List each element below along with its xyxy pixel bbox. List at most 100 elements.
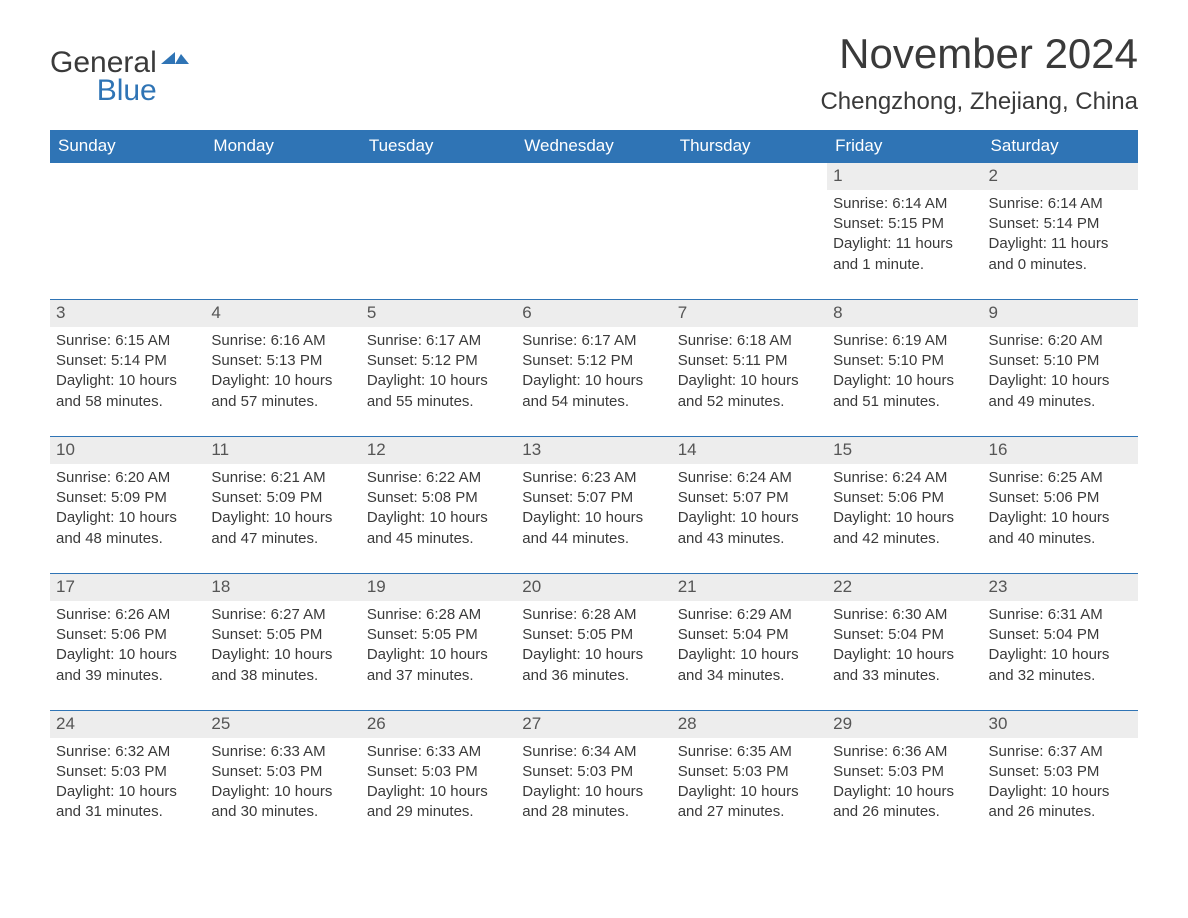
calendar: SundayMondayTuesdayWednesdayThursdayFrid… — [50, 130, 1138, 847]
day-details: Sunrise: 6:32 AMSunset: 5:03 PMDaylight:… — [54, 742, 201, 823]
day-details: Sunrise: 6:30 AMSunset: 5:04 PMDaylight:… — [831, 605, 978, 686]
day-cell: 15Sunrise: 6:24 AMSunset: 5:06 PMDayligh… — [827, 437, 982, 573]
sunrise-line: Sunrise: 6:36 AM — [833, 742, 976, 762]
day-cell — [672, 163, 827, 299]
sunrise-line: Sunrise: 6:33 AM — [211, 742, 354, 762]
weekday-cell: Friday — [827, 130, 982, 162]
sunrise-line: Sunrise: 6:26 AM — [56, 605, 199, 625]
day-cell: 12Sunrise: 6:22 AMSunset: 5:08 PMDayligh… — [361, 437, 516, 573]
sunset-line: Sunset: 5:08 PM — [367, 488, 510, 508]
calendar-week: 3Sunrise: 6:15 AMSunset: 5:14 PMDaylight… — [50, 299, 1138, 436]
sunrise-line: Sunrise: 6:37 AM — [989, 742, 1132, 762]
sunrise-line: Sunrise: 6:31 AM — [989, 605, 1132, 625]
day-number: 29 — [827, 711, 982, 738]
day-number: 21 — [672, 574, 827, 601]
sunset-line: Sunset: 5:04 PM — [833, 625, 976, 645]
daylight-line: Daylight: 10 hours and 40 minutes. — [989, 508, 1132, 549]
sunrise-line: Sunrise: 6:20 AM — [989, 331, 1132, 351]
sunset-line: Sunset: 5:09 PM — [211, 488, 354, 508]
day-details: Sunrise: 6:24 AMSunset: 5:07 PMDaylight:… — [676, 468, 823, 549]
day-details: Sunrise: 6:33 AMSunset: 5:03 PMDaylight:… — [365, 742, 512, 823]
day-cell: 21Sunrise: 6:29 AMSunset: 5:04 PMDayligh… — [672, 574, 827, 710]
day-details: Sunrise: 6:14 AMSunset: 5:15 PMDaylight:… — [831, 194, 978, 275]
day-cell: 7Sunrise: 6:18 AMSunset: 5:11 PMDaylight… — [672, 300, 827, 436]
logo-word2: Blue — [50, 76, 157, 106]
daylight-line: Daylight: 10 hours and 58 minutes. — [56, 371, 199, 412]
sunset-line: Sunset: 5:12 PM — [522, 351, 665, 371]
day-cell: 29 Sunrise: 6:36 AMSunset: 5:03 PMDayligh… — [827, 711, 982, 847]
day-number: 30 — [983, 711, 1138, 738]
day-details: Sunrise: 6:28 AMSunset: 5:05 PMDaylight:… — [520, 605, 667, 686]
day-details: Sunrise: 6:16 AMSunset: 5:13 PMDaylight:… — [209, 331, 356, 412]
daylight-line: Daylight: 10 hours and 57 minutes. — [211, 371, 354, 412]
day-details: Sunrise: 6:33 AMSunset: 5:03 PMDaylight:… — [209, 742, 356, 823]
day-number: 25 — [205, 711, 360, 738]
day-number: 24 — [50, 711, 205, 738]
sunrise-line: Sunrise: 6:17 AM — [522, 331, 665, 351]
daylight-line: Daylight: 10 hours and 37 minutes. — [367, 645, 510, 686]
daylight-line: Daylight: 10 hours and 39 minutes. — [56, 645, 199, 686]
day-cell: 9Sunrise: 6:20 AMSunset: 5:10 PMDaylight… — [983, 300, 1138, 436]
day-number: 1 — [827, 163, 982, 190]
daylight-line: Daylight: 10 hours and 48 minutes. — [56, 508, 199, 549]
day-number: 20 — [516, 574, 671, 601]
calendar-week: 1 Sunrise: 6:14 AMSunset: 5:15 PMDaylight… — [50, 162, 1138, 299]
sunset-line: Sunset: 5:03 PM — [56, 762, 199, 782]
sunset-line: Sunset: 5:10 PM — [989, 351, 1132, 371]
day-cell: 17 Sunrise: 6:26 AMSunset: 5:06 PMDayligh… — [50, 574, 205, 710]
sunset-line: Sunset: 5:05 PM — [367, 625, 510, 645]
sunset-line: Sunset: 5:03 PM — [989, 762, 1132, 782]
day-number: 7 — [672, 300, 827, 327]
sunrise-line: Sunrise: 6:35 AM — [678, 742, 821, 762]
daylight-line: Daylight: 10 hours and 34 minutes. — [678, 645, 821, 686]
day-cell: 16Sunrise: 6:25 AMSunset: 5:06 PMDayligh… — [983, 437, 1138, 573]
sunrise-line: Sunrise: 6:17 AM — [367, 331, 510, 351]
sunrise-line: Sunrise: 6:30 AM — [833, 605, 976, 625]
sunrise-line: Sunrise: 6:29 AM — [678, 605, 821, 625]
sunrise-line: Sunrise: 6:33 AM — [367, 742, 510, 762]
sunset-line: Sunset: 5:05 PM — [522, 625, 665, 645]
sunset-line: Sunset: 5:07 PM — [678, 488, 821, 508]
daylight-line: Daylight: 10 hours and 43 minutes. — [678, 508, 821, 549]
day-details: Sunrise: 6:15 AMSunset: 5:14 PMDaylight:… — [54, 331, 201, 412]
day-details: Sunrise: 6:36 AMSunset: 5:03 PMDaylight:… — [831, 742, 978, 823]
weekday-cell: Thursday — [672, 130, 827, 162]
day-number: 11 — [205, 437, 360, 464]
sunset-line: Sunset: 5:04 PM — [989, 625, 1132, 645]
sunset-line: Sunset: 5:03 PM — [522, 762, 665, 782]
sunrise-line: Sunrise: 6:16 AM — [211, 331, 354, 351]
day-cell: 27Sunrise: 6:34 AMSunset: 5:03 PMDayligh… — [516, 711, 671, 847]
day-details: Sunrise: 6:37 AMSunset: 5:03 PMDaylight:… — [987, 742, 1134, 823]
weekday-cell: Tuesday — [361, 130, 516, 162]
daylight-line: Daylight: 10 hours and 38 minutes. — [211, 645, 354, 686]
day-cell: 30 Sunrise: 6:37 AMSunset: 5:03 PMDayligh… — [983, 711, 1138, 847]
calendar-body: 1 Sunrise: 6:14 AMSunset: 5:15 PMDaylight… — [50, 162, 1138, 847]
sunrise-line: Sunrise: 6:19 AM — [833, 331, 976, 351]
daylight-line: Daylight: 10 hours and 55 minutes. — [367, 371, 510, 412]
daylight-line: Daylight: 10 hours and 51 minutes. — [833, 371, 976, 412]
sunset-line: Sunset: 5:06 PM — [56, 625, 199, 645]
sunrise-line: Sunrise: 6:25 AM — [989, 468, 1132, 488]
daylight-line: Daylight: 10 hours and 42 minutes. — [833, 508, 976, 549]
day-number: 17 — [50, 574, 205, 601]
daylight-line: Daylight: 10 hours and 52 minutes. — [678, 371, 821, 412]
sunrise-line: Sunrise: 6:20 AM — [56, 468, 199, 488]
sunset-line: Sunset: 5:13 PM — [211, 351, 354, 371]
day-number: 2 — [983, 163, 1138, 190]
day-cell — [361, 163, 516, 299]
sunset-line: Sunset: 5:06 PM — [989, 488, 1132, 508]
month-title: November 2024 — [820, 30, 1138, 78]
daylight-line: Daylight: 10 hours and 47 minutes. — [211, 508, 354, 549]
day-number: 19 — [361, 574, 516, 601]
daylight-line: Daylight: 10 hours and 31 minutes. — [56, 782, 199, 823]
sunset-line: Sunset: 5:03 PM — [211, 762, 354, 782]
weekday-cell: Monday — [205, 130, 360, 162]
daylight-line: Daylight: 10 hours and 49 minutes. — [989, 371, 1132, 412]
calendar-week: 17Sunrise: 6:26 AMSunset: 5:06 PMDayligh… — [50, 573, 1138, 710]
day-number: 6 — [516, 300, 671, 327]
sunset-line: Sunset: 5:07 PM — [522, 488, 665, 508]
day-cell: 5Sunrise: 6:17 AMSunset: 5:12 PMDaylight… — [361, 300, 516, 436]
daylight-line: Daylight: 10 hours and 54 minutes. — [522, 371, 665, 412]
day-number: 8 — [827, 300, 982, 327]
day-cell: 4Sunrise: 6:16 AMSunset: 5:13 PMDaylight… — [205, 300, 360, 436]
